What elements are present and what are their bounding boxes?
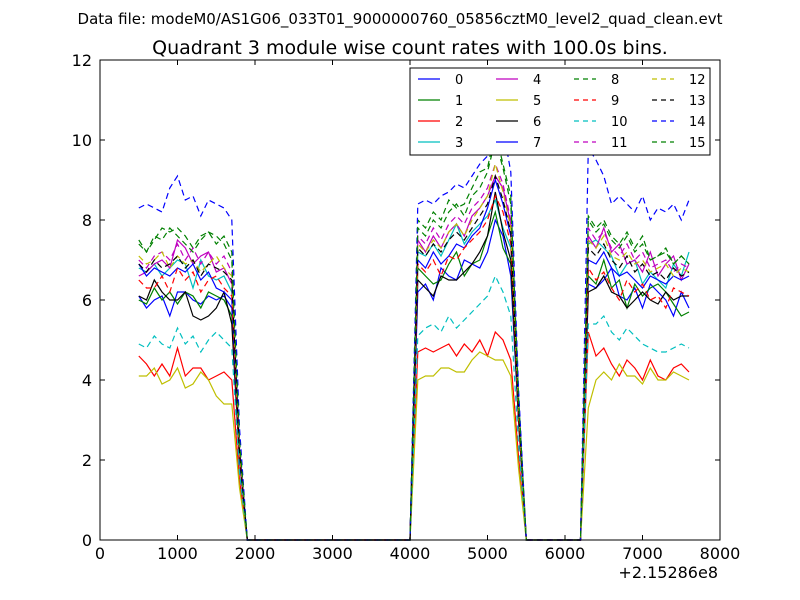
y-tick-label: 10: [72, 131, 92, 150]
legend-label-3: 3: [455, 136, 463, 151]
legend-label-4: 4: [533, 73, 541, 88]
legend-label-14: 14: [689, 115, 706, 130]
legend-label-13: 13: [689, 94, 706, 109]
y-tick-label: 8: [82, 211, 92, 230]
x-tick-label: 4000: [390, 544, 431, 563]
y-tick-label: 0: [82, 531, 92, 550]
x-tick-label: 8000: [700, 544, 741, 563]
x-offset-label: +2.15286e8: [618, 563, 718, 582]
legend-label-0: 0: [455, 73, 463, 88]
legend-label-9: 9: [611, 94, 619, 109]
legend-label-8: 8: [611, 73, 619, 88]
legend-label-12: 12: [689, 73, 706, 88]
legend-label-6: 6: [533, 115, 541, 130]
legend-label-7: 7: [533, 136, 541, 151]
y-tick-label: 4: [82, 371, 92, 390]
legend-label-15: 15: [689, 136, 706, 151]
series-line-15: [138, 137, 690, 541]
legend-label-10: 10: [611, 115, 628, 130]
x-tick-label: 6000: [545, 544, 586, 563]
legend-box: [409, 67, 711, 156]
legend-label-11: 11: [611, 136, 628, 151]
plot-area: [138, 105, 690, 541]
legend-label-1: 1: [455, 94, 463, 109]
series-line-9: [138, 194, 690, 541]
x-tick-label: 5000: [467, 544, 508, 563]
y-tick-label: 12: [72, 51, 92, 70]
x-tick-label: 2000: [235, 544, 276, 563]
chart-title: Quadrant 3 module wise count rates with …: [152, 37, 668, 59]
y-tick-label: 2: [82, 451, 92, 470]
x-tick-label: 0: [95, 544, 105, 563]
legend-label-2: 2: [455, 115, 463, 130]
series-line-14: [138, 105, 690, 541]
series-line-10: [138, 274, 690, 541]
x-tick-label: 3000: [312, 544, 353, 563]
series-line-13: [138, 173, 690, 541]
x-tick-label: 1000: [157, 544, 198, 563]
legend-label-5: 5: [533, 94, 541, 109]
y-tick-label: 6: [82, 291, 92, 310]
series-line-5: [138, 351, 690, 541]
axis-ticks: 0 1000 2000 3000 4000 5000 6000 7000 80000246810…: [72, 51, 741, 563]
x-tick-label: 7000: [622, 544, 663, 563]
series-line-2: [138, 330, 690, 541]
suptitle: Data file: modeM0/AS1G06_033T01_90000007…: [78, 10, 723, 29]
